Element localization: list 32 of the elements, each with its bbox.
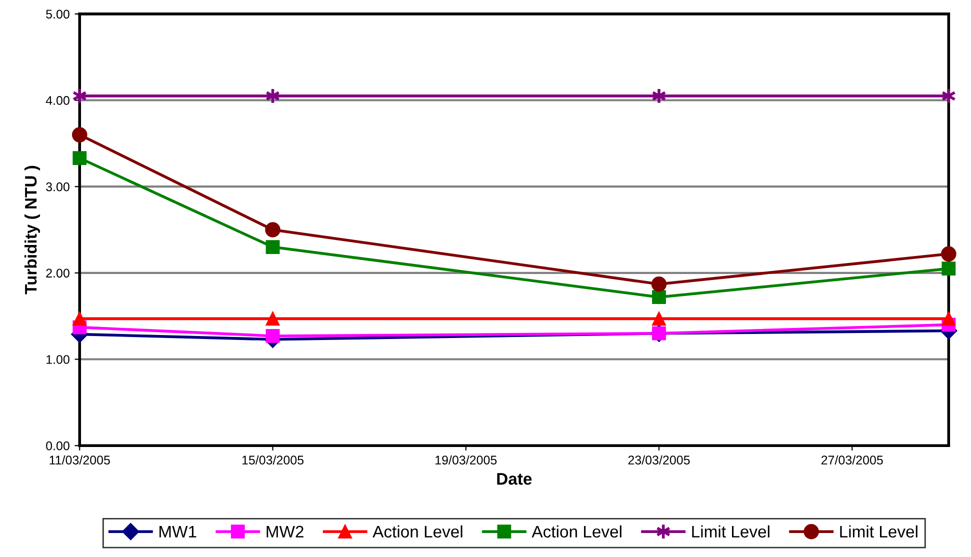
y-tick-label: 2.00: [46, 268, 70, 278]
x-tick-label: 15/03/2005: [242, 455, 304, 465]
point: [652, 290, 666, 304]
y-tick-label: 4.00: [46, 96, 70, 105]
y-axis-title: Turbidity ( NTU ): [24, 166, 40, 294]
point: [652, 312, 666, 326]
point: [266, 312, 280, 326]
legend-label: Action Level: [532, 525, 622, 538]
x-tick-label: 19/03/2005: [436, 455, 497, 465]
point: [72, 127, 88, 142]
legend-label: MW2: [266, 526, 304, 538]
point: [72, 151, 87, 166]
x-tick-label: 11/03/2005: [50, 455, 110, 465]
x-tick-label: 27/03/2005: [821, 455, 883, 465]
legend-label: Limit Level: [840, 525, 918, 538]
legend-label: MW1: [160, 526, 196, 538]
legend-label: Limit Level: [692, 525, 770, 538]
y-tick-label: 0.00: [46, 441, 70, 450]
y-tick-label: 5.00: [46, 10, 70, 19]
point: [266, 240, 280, 254]
point: [266, 329, 280, 343]
x-tick-label: 23/03/2005: [628, 455, 690, 465]
y-tick-label: 3.00: [46, 182, 70, 192]
point: [72, 312, 87, 326]
point: [942, 312, 956, 326]
legend-label: Action Level: [372, 525, 462, 538]
point: [942, 262, 956, 276]
point: [941, 246, 956, 262]
point: [651, 276, 667, 292]
y-tick-label: 1.00: [46, 355, 70, 364]
x-axis-title: Date: [497, 473, 532, 485]
point: [265, 222, 280, 238]
